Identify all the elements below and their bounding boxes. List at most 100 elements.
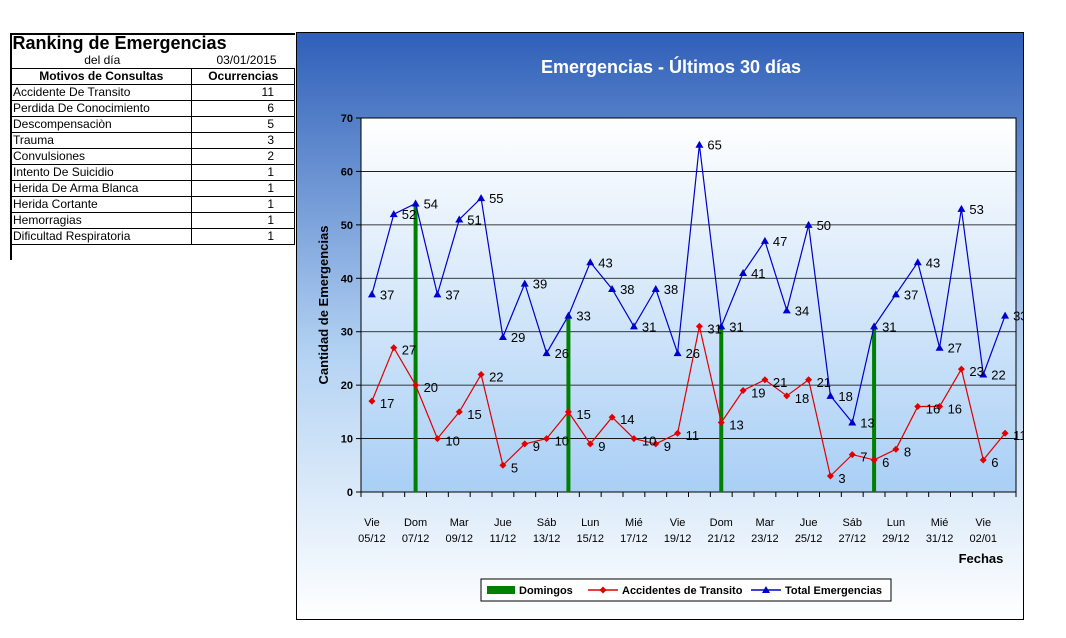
total-point (913, 258, 922, 266)
total-point (804, 220, 813, 228)
motivo-cell: Trauma (9, 132, 193, 149)
x-tick-label-date: 29/12 (882, 533, 910, 545)
x-tick-label-day: Mar (755, 517, 774, 529)
data-label: 43 (598, 255, 612, 270)
data-label: 26 (555, 346, 569, 361)
y-tick-label: 10 (341, 434, 353, 446)
x-tick-label-day: Dom (710, 517, 733, 529)
x-tick-label-date: 13/12 (533, 533, 561, 545)
data-label: 37 (445, 287, 459, 302)
accidentes-point (433, 435, 441, 443)
data-label: 10 (555, 434, 569, 449)
accidentes-point (390, 344, 398, 352)
total-point (498, 333, 507, 341)
x-tick-label-day: Vie (670, 517, 686, 529)
total-point (695, 140, 704, 148)
accidentes-point (739, 386, 747, 394)
total-point (608, 284, 617, 292)
chart: Emergencias - Últimos 30 días 17 27 20 10 15… (296, 32, 1024, 620)
x-tick-label-date: 07/12 (402, 533, 430, 545)
y-tick-label: 70 (341, 113, 353, 125)
data-label: 14 (620, 412, 634, 427)
date-value: 03/01/2015 (216, 53, 277, 67)
motivo-cell: Convulsiones (9, 148, 193, 165)
total-point (870, 322, 879, 330)
table-row: Intento De Suicidio 1 (9, 164, 295, 181)
ocurrencias-cell: 2 (191, 148, 295, 165)
accidentes-point (717, 419, 725, 427)
data-label: 55 (489, 191, 503, 206)
data-label: 16 (948, 402, 962, 417)
table-row: Herida Cortante 1 (9, 196, 295, 213)
accidentes-point (652, 440, 660, 448)
ocurrencias-cell: 3 (191, 132, 295, 149)
motivo-cell: Descompensaciòn (9, 116, 193, 133)
accidentes-point (455, 408, 463, 416)
motivo-cell: Herida De Arma Blanca (9, 180, 193, 197)
accidentes-point (564, 408, 572, 416)
total-point (367, 290, 376, 298)
data-label: 13 (729, 418, 743, 433)
table-row: Accidente De Transito 11 (9, 84, 295, 101)
total-point (586, 258, 595, 266)
y-tick-label: 60 (341, 166, 353, 178)
motivo-cell: Dificultad Respiratoria (9, 228, 193, 245)
accidentes-point (674, 429, 682, 437)
data-label: 39 (533, 277, 547, 292)
ranking-table-panel: Ranking de Emergencias del día 03/01/201… (9, 33, 295, 245)
accidentes-point (695, 322, 703, 330)
header-ocurrencias: Ocurrencias (191, 68, 295, 85)
table-row: Descompensaciòn 5 (9, 116, 295, 133)
table-row: Perdida De Conocimiento 6 (9, 100, 295, 117)
total-point (760, 236, 769, 244)
domingo-bar (872, 326, 877, 492)
accidentes-point (608, 413, 616, 421)
data-label: 16 (926, 402, 940, 417)
ranking-table: Ranking de Emergencias del día 03/01/201… (9, 33, 295, 245)
data-label: 41 (751, 266, 765, 281)
data-label: 10 (642, 434, 656, 449)
total-point (455, 215, 464, 223)
y-axis-label: Cantidad de Emergencias (316, 226, 331, 385)
data-label: 9 (664, 439, 671, 454)
accidentes-point (630, 435, 638, 443)
data-label: 11 (686, 428, 700, 443)
date-label: del día (84, 53, 121, 67)
accidentes-point (586, 440, 594, 448)
legend-label-accidentes: Accidentes de Transito (622, 585, 743, 597)
legend-box (480, 578, 892, 602)
data-label: 34 (795, 303, 809, 318)
data-label: 26 (686, 346, 700, 361)
total-point (477, 194, 486, 202)
total-point (651, 284, 660, 292)
data-label: 7 (860, 450, 867, 465)
data-label: 51 (467, 213, 481, 228)
accidentes-point (936, 403, 944, 411)
data-label: 15 (467, 407, 481, 422)
data-label: 27 (402, 343, 416, 358)
data-label: 15 (576, 407, 590, 422)
accidentes-point (499, 461, 507, 469)
x-tick-label-day: Sáb (537, 517, 557, 529)
accidentes-point (870, 456, 878, 464)
total-point (935, 343, 944, 351)
data-label: 37 (380, 287, 394, 302)
motivo-cell: Accidente De Transito (9, 84, 193, 101)
data-label: 22 (991, 367, 1005, 382)
x-tick-label-date: 11/12 (490, 533, 517, 545)
data-label: 22 (489, 369, 503, 384)
data-label: 6 (991, 455, 998, 470)
accidentes-point (543, 435, 551, 443)
data-label: 38 (664, 282, 678, 297)
ocurrencias-cell: 11 (191, 84, 295, 101)
accidentes-point (979, 456, 987, 464)
ocurrencias-cell: 1 (191, 212, 295, 229)
x-tick-label-day: Sáb (842, 517, 862, 529)
x-tick-label-day: Jue (494, 517, 512, 529)
accidentes-point (783, 392, 791, 400)
table-row: Hemorragias 1 (9, 212, 295, 229)
total-point (848, 418, 857, 426)
total-point (782, 306, 791, 314)
x-tick-label-day: Vie (364, 517, 380, 529)
